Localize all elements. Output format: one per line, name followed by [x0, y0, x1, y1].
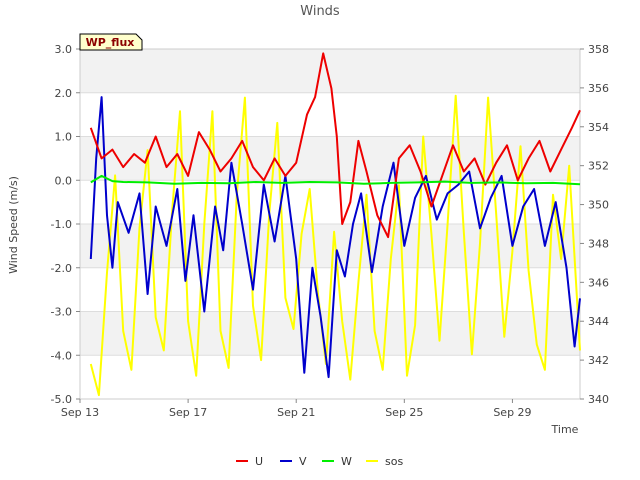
wp-flux-badge: WP_flux: [79, 33, 143, 51]
grid-band: [80, 92, 580, 137]
legend-label-u: U: [255, 455, 263, 468]
y-tick-label: 0.0: [55, 174, 73, 187]
y-axis-right: 340 342 344 346 348 350 352 354 356 358: [580, 43, 609, 406]
series-layer: [89, 52, 581, 397]
y-tick-label: 3.0: [55, 43, 73, 56]
y-tick-label: -1.0: [51, 218, 72, 231]
y2-tick-label: 340: [588, 393, 609, 406]
legend-label-v: V: [299, 455, 307, 468]
y2-tick-label: 356: [588, 82, 609, 95]
y-tick-label: 2.0: [55, 87, 73, 100]
chart-title: Winds: [300, 4, 340, 19]
y2-tick-label: 348: [588, 237, 609, 250]
y-axis-label: Wind Speed (m/s): [7, 176, 20, 274]
y-axis-left: -5.0 -4.0 -3.0 -2.0 -1.0 0.0 1.0 2.0 3.0: [51, 43, 80, 406]
y2-tick-label: 342: [588, 354, 609, 367]
x-tick-label: Sep 17: [169, 406, 207, 419]
y2-tick-label: 344: [588, 315, 609, 328]
badge-label: WP_flux: [86, 36, 135, 49]
legend-label-sos: sos: [385, 455, 403, 468]
x-tick-label: Sep 25: [385, 406, 423, 419]
y2-tick-label: 346: [588, 276, 609, 289]
series-line-u: [89, 52, 581, 239]
y2-tick-label: 358: [588, 43, 609, 56]
x-axis: Sep 13 Sep 17 Sep 21 Sep 25 Sep 29: [61, 399, 532, 419]
y-tick-label: -4.0: [51, 349, 72, 362]
series-line-w: [90, 174, 581, 186]
grid-band: [80, 136, 580, 181]
x-tick-label: Sep 13: [61, 406, 99, 419]
legend-label-w: W: [341, 455, 352, 468]
y-tick-label: -3.0: [51, 306, 72, 319]
x-tick-label: Sep 21: [277, 406, 315, 419]
x-axis-label: Time: [551, 423, 579, 436]
y2-tick-label: 350: [588, 199, 609, 212]
y2-tick-label: 354: [588, 121, 609, 134]
grid-band: [80, 224, 580, 268]
badge-shape: [79, 33, 143, 51]
y2-tick-label: 352: [588, 160, 609, 173]
x-tick-label: Sep 29: [493, 406, 531, 419]
y-tick-label: -5.0: [51, 393, 72, 406]
y-tick-label: -2.0: [51, 262, 72, 275]
series-line-v: [89, 96, 581, 379]
y-tick-label: 1.0: [55, 131, 73, 144]
